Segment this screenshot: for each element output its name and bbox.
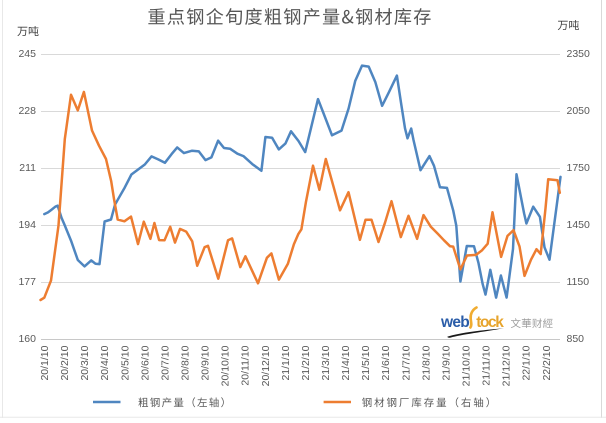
svg-text:20/12/10: 20/12/10 bbox=[260, 345, 272, 386]
svg-text:2050: 2050 bbox=[567, 105, 591, 117]
svg-text:20/1/10: 20/1/10 bbox=[39, 345, 51, 380]
svg-text:22/1/10: 22/1/10 bbox=[521, 345, 533, 380]
svg-text:21/3/10: 21/3/10 bbox=[320, 345, 332, 380]
svg-text:20/3/10: 20/3/10 bbox=[79, 345, 91, 380]
svg-text:web: web bbox=[440, 314, 469, 331]
svg-text:211: 211 bbox=[19, 162, 36, 174]
svg-text:245: 245 bbox=[18, 48, 36, 60]
svg-text:21/12/10: 21/12/10 bbox=[501, 345, 513, 386]
svg-text:21/11/10: 21/11/10 bbox=[481, 345, 493, 385]
svg-text:22/2/10: 22/2/10 bbox=[541, 345, 553, 380]
svg-text:1150: 1150 bbox=[567, 276, 590, 288]
svg-text:21/10/10: 21/10/10 bbox=[461, 345, 473, 386]
svg-text:21/2/10: 21/2/10 bbox=[300, 345, 312, 380]
svg-text:21/6/10: 21/6/10 bbox=[380, 345, 392, 380]
svg-text:2350: 2350 bbox=[567, 48, 591, 60]
svg-text:228: 228 bbox=[18, 105, 36, 117]
svg-text:21/1/10: 21/1/10 bbox=[280, 345, 292, 380]
svg-text:1750: 1750 bbox=[567, 162, 591, 174]
svg-text:1450: 1450 bbox=[567, 219, 591, 231]
svg-text:20/6/10: 20/6/10 bbox=[139, 345, 151, 380]
svg-text:20/7/10: 20/7/10 bbox=[159, 345, 171, 380]
svg-text:20/10/10: 20/10/10 bbox=[220, 345, 232, 386]
svg-text:20/9/10: 20/9/10 bbox=[200, 345, 212, 380]
svg-text:20/2/10: 20/2/10 bbox=[59, 345, 71, 380]
svg-text:20/11/10: 20/11/10 bbox=[240, 345, 252, 385]
svg-text:20/8/10: 20/8/10 bbox=[180, 345, 192, 380]
svg-text:21/5/10: 21/5/10 bbox=[360, 345, 372, 380]
svg-text:20/4/10: 20/4/10 bbox=[99, 345, 111, 380]
svg-text:21/4/10: 21/4/10 bbox=[340, 345, 352, 380]
svg-text:tock: tock bbox=[476, 314, 504, 331]
svg-text:194: 194 bbox=[18, 219, 36, 231]
svg-text:850: 850 bbox=[567, 333, 585, 345]
svg-text:20/5/10: 20/5/10 bbox=[119, 345, 131, 380]
svg-text:21/8/10: 21/8/10 bbox=[420, 345, 432, 380]
svg-text:21/7/10: 21/7/10 bbox=[400, 345, 412, 380]
svg-text:177: 177 bbox=[18, 276, 36, 288]
svg-text:160: 160 bbox=[18, 333, 36, 345]
svg-text:21/9/10: 21/9/10 bbox=[440, 345, 452, 380]
